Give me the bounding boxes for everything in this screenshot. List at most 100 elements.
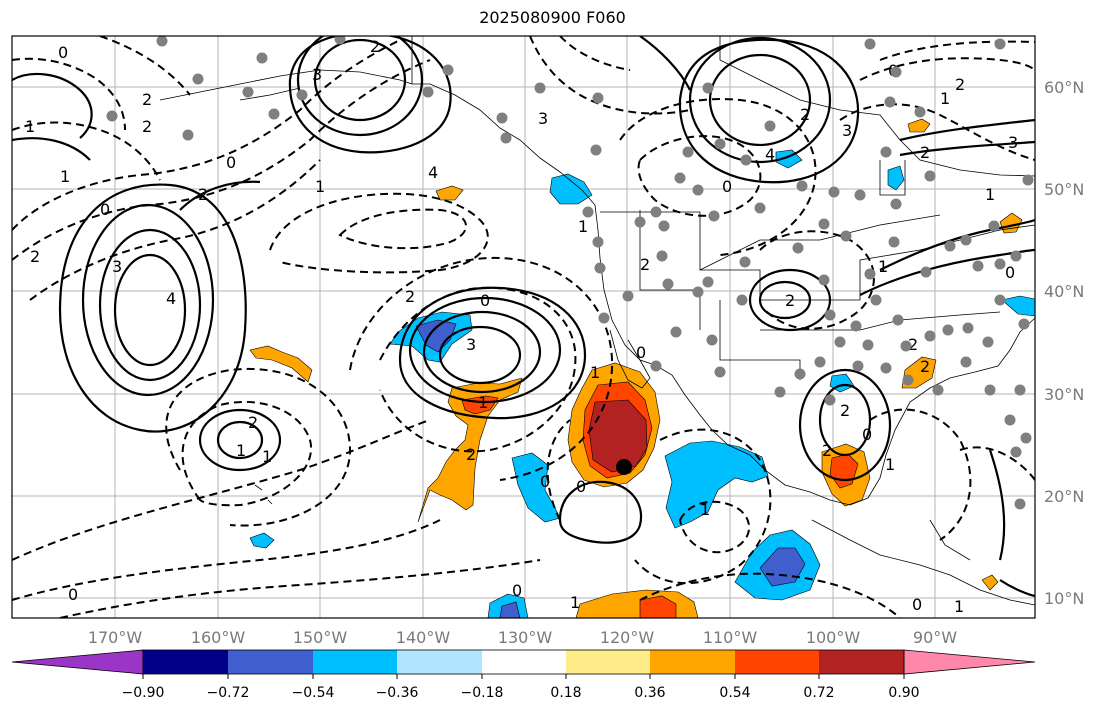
shade-cyan-east [1001, 295, 1035, 317]
contour-label: 4 [428, 163, 438, 182]
contour-label: 1 [940, 89, 950, 108]
contour-label: 0 [68, 585, 78, 604]
shaded-anomaly-regions [249, 118, 1035, 618]
contour-label: 2 [800, 105, 810, 124]
shade-cyan-alaska [549, 173, 593, 205]
colorbar-tick-label: 0.54 [719, 685, 750, 701]
latitude-labels: 60°N 50°N 40°N 30°N 20°N 10°N [1044, 78, 1084, 608]
colorbar-seg-8 [735, 650, 819, 674]
contour-label: 2 [198, 185, 208, 204]
contour-label: 1 [885, 455, 895, 474]
contour-label: 4 [765, 145, 775, 164]
contour-label: 0 [58, 43, 68, 62]
map-frame [11, 35, 1036, 619]
shade-darkred-bajawest [588, 399, 648, 473]
colorbar-tick-label: −0.72 [207, 685, 250, 701]
contour-label: 2 [30, 247, 40, 266]
contour-label: 3 [112, 257, 122, 276]
lon-label: 130°W [498, 628, 553, 647]
colorbar: −0.90 −0.72 −0.54 −0.36 −0.18 0.18 0.36 … [11, 649, 1036, 701]
lat-label: 10°N [1044, 589, 1084, 608]
contour-label: 0 [636, 343, 646, 362]
contour-label: 2 [370, 37, 380, 56]
contour-label: 1 [236, 441, 246, 460]
contour-label: 0 [912, 595, 922, 614]
solid-contours [12, 36, 1035, 598]
contour-label: 0 [512, 581, 522, 600]
contour-label: 2 [142, 117, 152, 136]
colorbar-tick-label: 0.18 [550, 685, 581, 701]
longitude-labels: 170°W 160°W 150°W 140°W 130°W 120°W 110°… [88, 628, 957, 647]
contour-label: 1 [570, 593, 580, 612]
shade-orange-pacific [417, 377, 523, 523]
shade-cyan-mexico [664, 440, 769, 529]
lat-label: 20°N [1044, 487, 1084, 506]
lon-label: 160°W [191, 628, 246, 647]
contour-label: 2 [142, 90, 152, 109]
lat-label: 50°N [1044, 180, 1084, 199]
colorbar-tick-label: −0.54 [292, 685, 335, 701]
contour-label: 2 [785, 291, 795, 310]
shade-cyan-hudson2 [887, 165, 905, 191]
colorbar-seg-5 [482, 650, 566, 674]
contour-label: 2 [466, 445, 476, 464]
contour-label: 1 [985, 185, 995, 204]
colorbar-seg-9 [819, 650, 904, 674]
shade-cyan-hawaii-s [249, 532, 275, 549]
contour-label: 2 [822, 441, 832, 460]
contour-label: 3 [312, 65, 322, 84]
station-dots [106, 36, 1034, 510]
colorbar-tick-label: 0.36 [634, 685, 665, 701]
contour-label: 1 [590, 363, 600, 382]
contour-label: 3 [842, 121, 852, 140]
colorbar-seg-4 [397, 650, 482, 674]
contour-label: 0 [480, 291, 490, 310]
contour-label: 2 [908, 335, 918, 354]
lat-label: 60°N [1044, 78, 1084, 97]
colorbar-tick-label: −0.36 [376, 685, 419, 701]
lon-label: 90°W [913, 628, 957, 647]
colorbar-tick-label: −0.18 [461, 685, 504, 701]
map-title: 2025080900 F060 [479, 8, 626, 27]
contour-label: 3 [538, 109, 548, 128]
contour-label: 4 [166, 289, 176, 308]
lon-label: 100°W [806, 628, 861, 647]
contour-label: 1 [315, 177, 325, 196]
contour-label: 0 [722, 177, 732, 196]
contour-label: 3 [1008, 133, 1018, 152]
colorbar-seg-1 [143, 650, 228, 674]
contour-label: 1 [262, 447, 272, 466]
contour-label: 2 [840, 401, 850, 420]
lon-label: 140°W [396, 628, 451, 647]
colorbar-seg-3 [313, 650, 397, 674]
lon-label: 170°W [88, 628, 143, 647]
contour-label: 0 [226, 153, 236, 172]
shade-orange-small2 [907, 118, 931, 133]
contour-label: 1 [954, 597, 964, 616]
contour-label: 0 [540, 472, 550, 491]
shade-orange-hawaii-ne [249, 345, 313, 383]
lon-label: 110°W [703, 628, 758, 647]
contour-label: 1 [60, 167, 70, 186]
lat-label: 40°N [1044, 282, 1084, 301]
contour-label: 0 [100, 200, 110, 219]
contour-label: 0 [862, 425, 872, 444]
lat-label: 30°N [1044, 385, 1084, 404]
colorbar-seg-2 [228, 650, 313, 674]
lon-label: 150°W [293, 628, 348, 647]
contour-label: 2 [955, 75, 965, 94]
contour-label: 1 [478, 393, 488, 412]
colorbar-seg-7 [650, 650, 735, 674]
shade-red-south [639, 595, 677, 618]
contour-label: 3 [466, 335, 476, 354]
contour-label: 0 [576, 477, 586, 496]
contour-label: 2 [920, 143, 930, 162]
contour-label: 2 [405, 287, 415, 306]
contour-label: 1 [578, 217, 588, 236]
map-background [12, 36, 1035, 618]
contour-label: 2 [920, 357, 930, 376]
coastlines-and-borders [159, 36, 1035, 606]
colorbar-seg-10 [903, 649, 1036, 675]
colorbar-tick-label: −0.90 [122, 685, 165, 701]
